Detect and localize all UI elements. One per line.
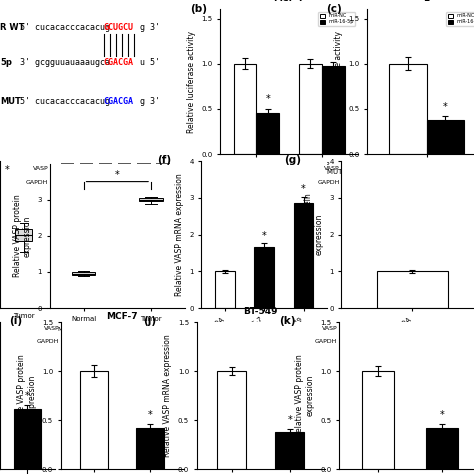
Bar [61,177,74,187]
PathPatch shape [139,199,163,201]
Text: *: * [115,170,120,180]
Text: R WT: R WT [0,23,25,32]
Text: *: * [5,165,9,175]
Y-axis label: Relative VASP protein
expression: Relative VASP protein expression [17,355,36,437]
Text: u 5': u 5' [140,58,160,67]
Bar [322,65,345,154]
Y-axis label: Relative VASP mRNA expression: Relative VASP mRNA expression [163,335,172,457]
Title: E: E [424,0,429,3]
Bar [350,323,392,333]
Text: (g): (g) [284,155,301,165]
Text: (b): (b) [190,4,207,14]
Bar [137,163,151,173]
Bar [71,323,107,333]
Bar [426,428,458,469]
Text: 5p: 5p [0,58,12,67]
Y-axis label: Relative luciferase activity: Relative luciferase activity [187,31,196,133]
Text: *: * [25,391,30,401]
Y-axis label: Relative VASP protein
expression: Relative VASP protein expression [304,193,324,276]
Bar [427,120,465,154]
Bar [410,337,453,347]
Bar [350,337,392,347]
Text: *: * [287,415,292,425]
Text: *: * [148,410,153,420]
Bar [410,323,453,333]
Text: VASP: VASP [33,166,48,171]
Title: MCF-7: MCF-7 [107,312,138,321]
Bar [123,323,160,333]
Bar [275,432,304,469]
Bar [156,177,170,187]
Bar [80,163,93,173]
Bar [80,177,93,187]
Text: VASP: VASP [44,326,59,330]
Bar [256,113,279,154]
Y-axis label: Relative luciferase activity: Relative luciferase activity [334,31,343,133]
Text: (j): (j) [143,317,156,327]
Text: (k): (k) [279,317,296,327]
Text: MCF-7: MCF-7 [57,327,77,332]
Bar [99,163,112,173]
Bar [299,64,322,154]
Bar [118,163,131,173]
PathPatch shape [15,229,32,240]
Text: *: * [301,184,306,194]
Text: CGACGA: CGACGA [103,97,134,106]
Title: MCF-7: MCF-7 [273,0,305,3]
Text: *: * [440,410,445,420]
Bar [413,163,456,173]
Bar [156,163,170,173]
Text: 5' cucacacccacacug: 5' cucacacccacacug [20,97,110,106]
Bar [14,409,41,469]
Text: GAPDH: GAPDH [37,339,59,344]
Text: GAPDH: GAPDH [26,180,48,184]
Y-axis label: Relative VASP protein
expression: Relative VASP protein expression [13,194,32,277]
Text: g 3': g 3' [140,97,160,106]
Bar [413,177,456,187]
Bar [80,371,108,469]
Text: VASP: VASP [324,166,340,171]
Bar [377,271,448,308]
Legend: miR-NC, miR-16-5p: miR-NC, miR-16-5p [447,12,474,26]
Text: 3' gcgguuauaaaugca: 3' gcgguuauaaaugca [20,58,110,67]
Text: g 3': g 3' [140,23,160,32]
PathPatch shape [72,273,95,274]
Bar [61,163,74,173]
Bar [215,271,235,308]
Text: (i): (i) [9,317,22,327]
Text: MUT: MUT [0,97,21,106]
Bar [294,203,313,308]
Text: *: * [265,94,270,104]
Y-axis label: Relative VASP protein
expression: Relative VASP protein expression [295,355,314,437]
Text: GAPDH: GAPDH [315,339,337,344]
Text: CGACGA: CGACGA [103,58,134,67]
Bar [389,64,427,154]
Legend: miR-NC, miR-16-5p: miR-NC, miR-16-5p [319,12,356,26]
Title: BT-549: BT-549 [244,307,278,316]
Bar [137,177,151,187]
Bar [118,177,131,187]
Bar [71,337,107,347]
Bar [255,247,274,308]
Text: *: * [443,101,448,111]
Bar [217,371,246,469]
Text: (f): (f) [157,155,172,165]
Y-axis label: Relative VASP mRNA expression: Relative VASP mRNA expression [175,173,184,296]
Bar [353,177,395,187]
Bar [99,177,112,187]
Text: *: * [262,230,267,240]
Bar [234,64,256,154]
Bar [353,163,395,173]
Bar [137,428,164,469]
Text: (c): (c) [326,4,342,14]
Bar [362,371,394,469]
Text: 5' cucacacccacacug: 5' cucacacccacacug [20,23,110,32]
Text: GCUGCU: GCUGCU [103,23,134,32]
Bar [123,337,160,347]
Text: GAPDH: GAPDH [318,180,340,184]
Text: VASP: VASP [322,326,337,330]
